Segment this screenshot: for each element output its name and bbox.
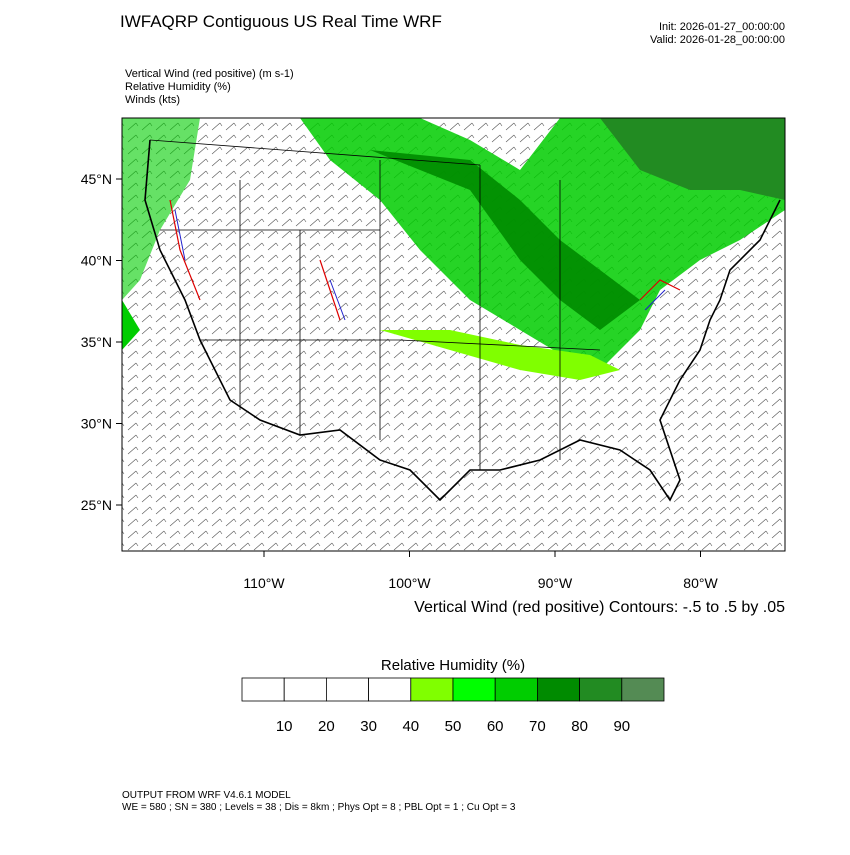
colorbar-box <box>621 677 665 702</box>
colorbar-box <box>494 677 538 702</box>
colorbar-label: 40 <box>402 718 419 735</box>
lon-label: 110°W <box>243 575 285 591</box>
colorbar-label: 20 <box>318 718 335 735</box>
colorbar-box <box>579 677 623 702</box>
colorbar-box <box>325 677 369 702</box>
map-frame <box>121 117 786 552</box>
lat-label: 25°N <box>81 497 112 513</box>
colorbar-box <box>283 677 327 702</box>
lat-label: 30°N <box>81 416 112 432</box>
lon-label: 80°W <box>683 575 718 591</box>
colorbar-box <box>368 677 412 702</box>
colorbar: 10 20 30 40 50 60 70 80 90 <box>241 677 665 735</box>
colorbar-label: 60 <box>487 718 504 735</box>
field-label: Relative Humidity (%) <box>125 81 231 93</box>
footer-line: OUTPUT FROM WRF V4.6.1 MODEL <box>122 790 291 801</box>
title: IWFAQRP Contiguous US Real Time WRF <box>120 12 442 31</box>
vertical-wind-contour <box>174 209 666 321</box>
colorbar-label: 70 <box>529 718 546 735</box>
map-ticks: 45°N 40°N 35°N 30°N 25°N 110°W 100°W 90°W 80°W <box>81 171 719 591</box>
contour-note: Vertical Wind (red positive) Contours: -… <box>414 599 785 616</box>
humidity-area <box>122 118 200 300</box>
lat-label: 35°N <box>81 334 112 350</box>
colorbar-label: 10 <box>276 718 293 735</box>
colorbar-label: 50 <box>445 718 462 735</box>
colorbar-title: Relative Humidity (%) <box>381 657 525 674</box>
field-label: Winds (kts) <box>125 94 180 106</box>
lon-label: 100°W <box>388 575 431 591</box>
colorbar-label: 90 <box>613 718 630 735</box>
lat-label: 45°N <box>81 171 112 187</box>
valid-time: Valid: 2026-01-28_00:00:00 <box>650 34 785 46</box>
vertical-wind-contour <box>169 199 681 321</box>
humidity-area <box>600 118 785 200</box>
init-time: Init: 2026-01-27_00:00:00 <box>659 21 785 33</box>
coastline <box>144 139 781 502</box>
lon-label: 90°W <box>538 575 573 591</box>
humidity-area <box>370 150 640 330</box>
map <box>122 118 785 551</box>
humidity-area <box>122 300 140 350</box>
footer-line: WE = 580 ; SN = 380 ; Levels = 38 ; Dis … <box>122 802 516 813</box>
state-borders <box>149 139 601 470</box>
colorbar-label: 30 <box>360 718 377 735</box>
colorbar-box <box>410 677 454 702</box>
lat-label: 40°N <box>81 253 112 269</box>
colorbar-box <box>452 677 496 702</box>
colorbar-box <box>241 677 285 702</box>
field-list: Vertical Wind (red positive) (m s-1)Rela… <box>125 68 294 106</box>
colorbar-label: 80 <box>571 718 588 735</box>
field-label: Vertical Wind (red positive) (m s-1) <box>125 68 294 80</box>
colorbar-box <box>537 677 581 702</box>
